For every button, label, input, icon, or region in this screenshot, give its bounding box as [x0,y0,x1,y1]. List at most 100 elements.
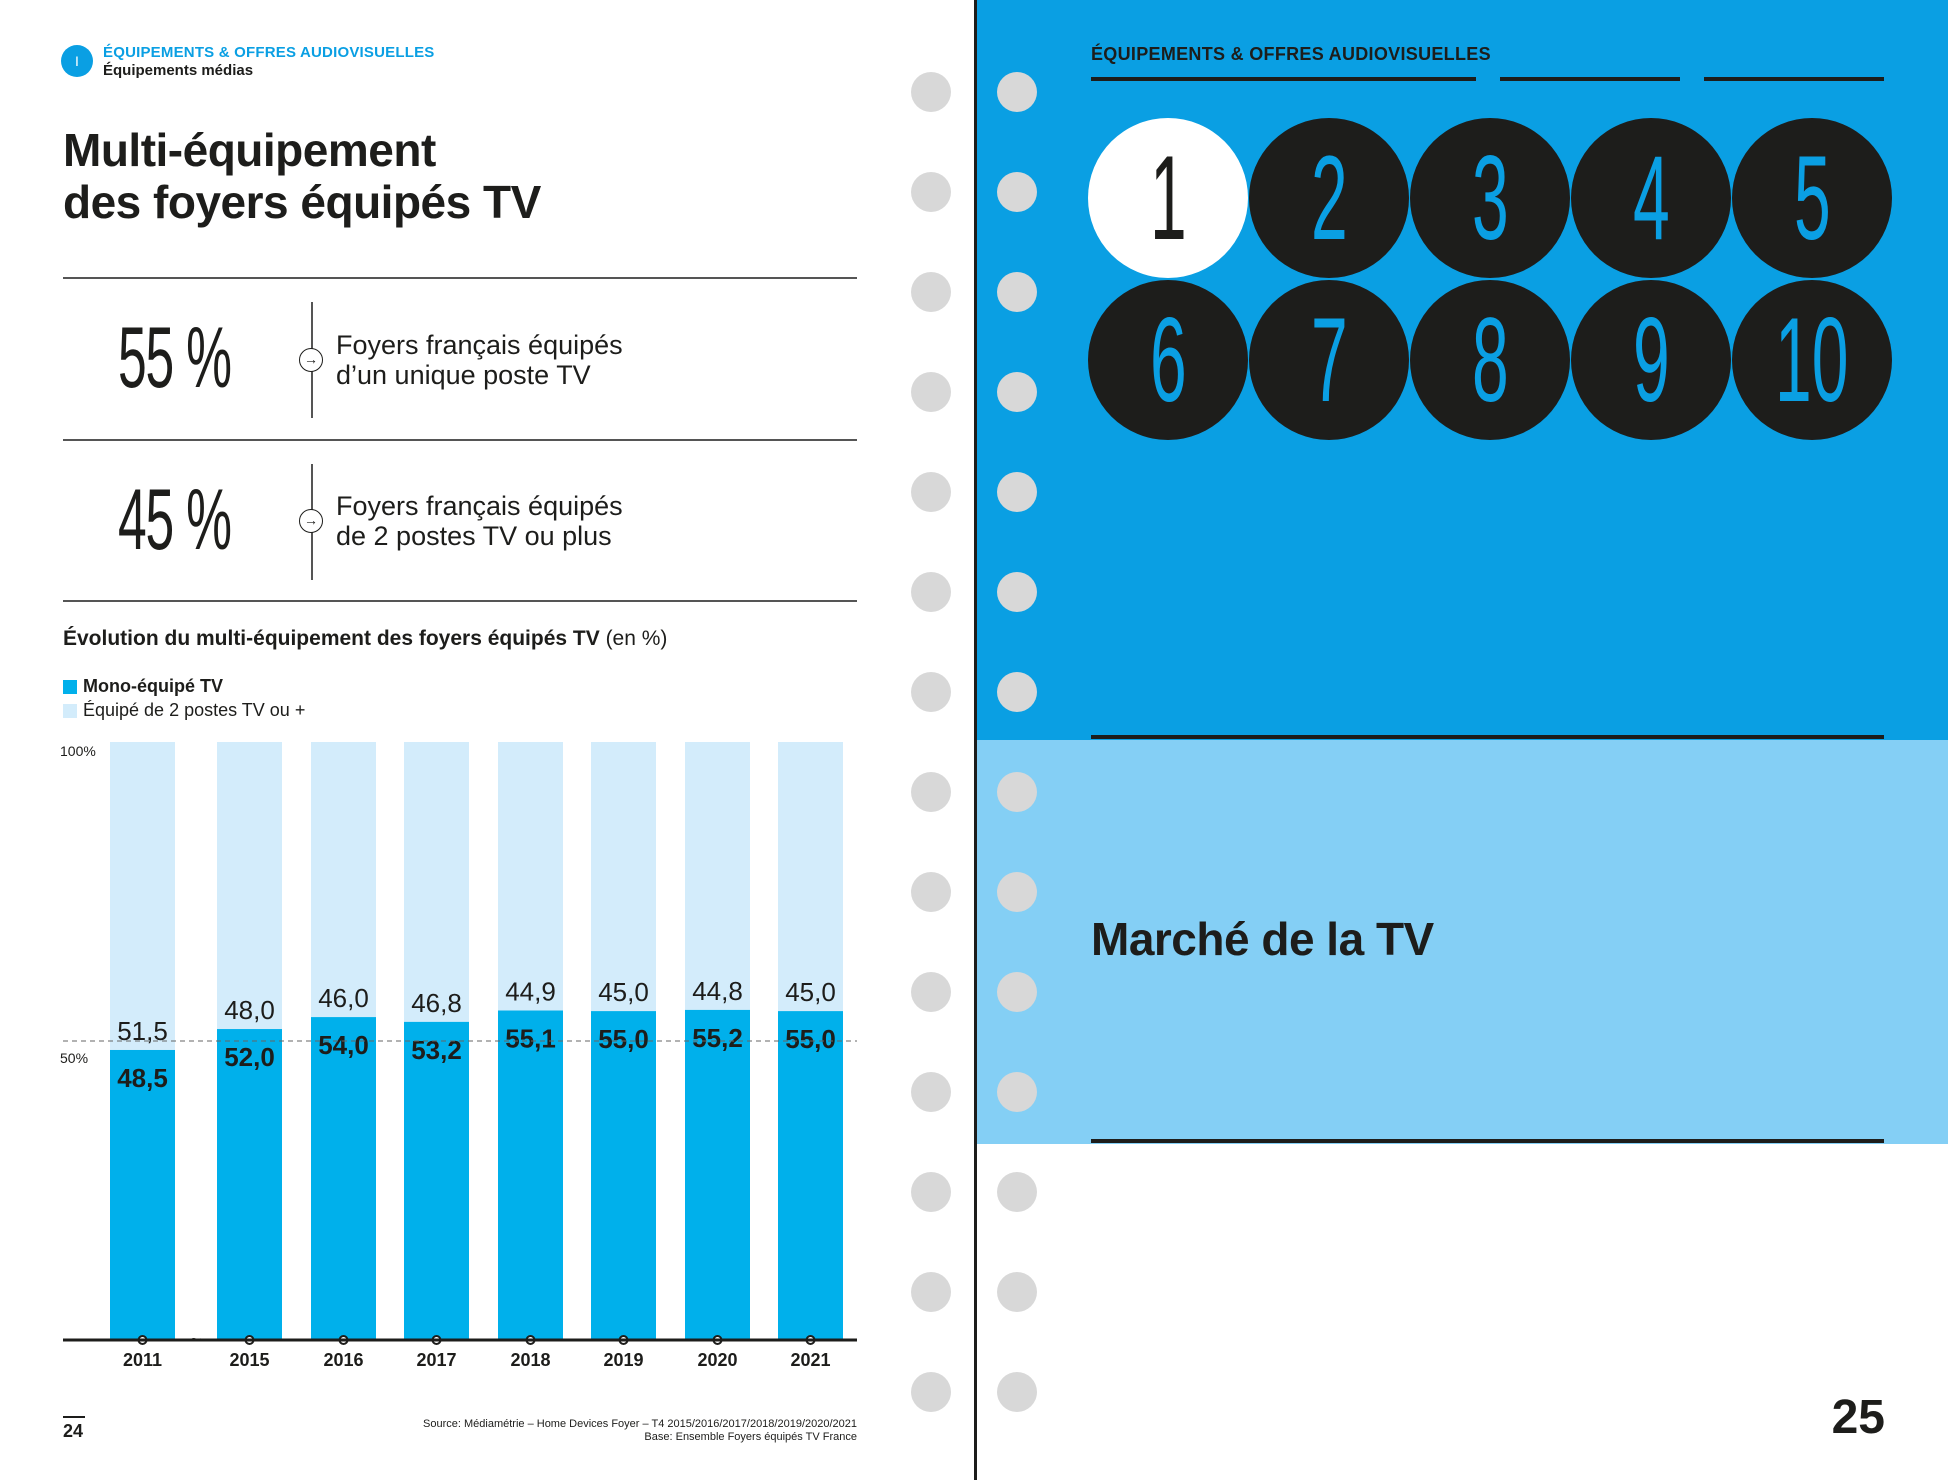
chapter-3-button[interactable]: 3 [1410,118,1570,278]
section-title: ÉQUIPEMENTS & OFFRES AUDIOVISUELLES [103,44,435,61]
legend-item: Équipé de 2 postes TV ou + [63,700,305,721]
bar-segment-mono [311,1017,376,1340]
chapter-number: 8 [1471,293,1509,427]
x-tick-label: 2020 [697,1350,737,1370]
chapter-10-button[interactable]: 10 [1732,280,1892,440]
x-tick-label: 2011 [123,1350,162,1370]
data-label-mono: 55,0 [598,1024,649,1054]
data-label-mono: 52,0 [224,1042,275,1072]
data-label-mono: 54,0 [318,1030,369,1060]
chapter-7-button[interactable]: 7 [1249,280,1409,440]
source-line: Source: Médiamétrie – Home Devices Foyer… [423,1418,857,1430]
x-tick-label: 2019 [603,1350,643,1370]
binder-hole [911,372,951,412]
bar-segment-multi [778,742,843,1012]
x-tick-label: 2015 [229,1350,269,1370]
binder-hole [997,472,1037,512]
divider [63,439,857,441]
binder-hole [997,372,1037,412]
right-section-title: ÉQUIPEMENTS & OFFRES AUDIOVISUELLES [1091,44,1491,64]
bar-segment-mono [685,1009,750,1340]
stat-value: 55 % [118,310,232,406]
page-number: 25 [1831,1391,1885,1444]
legend-item: Mono-équipé TV [63,676,223,697]
chapter-number: 6 [1149,293,1187,427]
chapter-number: 3 [1471,131,1509,265]
binder-hole [911,572,951,612]
chapter-6-button[interactable]: 6 [1088,280,1248,440]
legend-label: Mono-équipé TV [83,676,223,696]
page-title-line2: des foyers équipés TV [63,176,541,228]
data-label-mono: 55,0 [785,1024,836,1054]
chapter-2-button[interactable]: 2 [1249,118,1409,278]
arrow-right-icon: → [299,348,323,372]
binder-hole [997,1372,1037,1412]
bar-segment-mono [498,1010,563,1340]
stat-description-line: Foyers français équipés [336,491,623,521]
binder-hole [911,72,951,112]
stacked-bar-chart: 48,5 51,5 2011 52,0 48,0 2015 54,0 46,0 2016 53,2… [60,742,857,1370]
header-rule [1091,77,1476,81]
stat-description: Foyers français équipés d’un unique post… [336,330,816,390]
panel-rule [1091,735,1884,739]
header-rule [1500,77,1680,81]
page-number-rule [63,1416,85,1418]
binder-hole [997,1172,1037,1212]
bar-segment-mono [217,1029,282,1340]
chapter-number: 9 [1632,293,1670,427]
panel-rule [1091,1139,1884,1143]
bar-segment-multi [217,742,282,1030]
bar-segment-multi [498,742,563,1011]
source-line: Base: Ensemble Foyers équipés TV France [644,1431,857,1443]
data-label-mono: 53,2 [411,1035,462,1065]
chapter-1-button[interactable]: 1 [1088,118,1248,278]
bar-segment-mono [404,1021,469,1340]
binder-hole [911,1272,951,1312]
chapter-4-button[interactable]: 4 [1571,118,1731,278]
chapter-number: 4 [1632,131,1670,265]
binder-hole [911,1072,951,1112]
stat-description-line: Foyers français équipés [336,330,623,360]
chapter-number: 2 [1310,131,1348,265]
legend-swatch [63,679,77,694]
binder-hole [997,272,1037,312]
section-badge: I [61,45,93,77]
binder-hole [911,472,951,512]
binder-hole [911,272,951,312]
binder-hole [997,672,1037,712]
bar-segment-multi [685,742,750,1010]
data-label-multi: 44,8 [692,976,743,1006]
page-title: Multi-équipement des foyers équipés TV [63,124,541,228]
legend-swatch [63,703,77,718]
chart-title: Évolution du multi-équipement des foyers… [63,627,667,651]
chapter-number: 10 [1775,293,1849,427]
page-title-line1: Multi-équipement [63,124,436,176]
x-tick-label: 2018 [510,1350,550,1370]
stat-description-line: d’un unique poste TV [336,360,591,390]
data-label-multi: 44,9 [505,977,556,1007]
source-note: Source: Médiamétrie – Home Devices Foyer… [357,1418,857,1444]
chapter-5-button[interactable]: 5 [1732,118,1892,278]
bar-segment-multi [110,742,175,1050]
data-label-multi: 45,0 [598,977,649,1007]
chapter-9-button[interactable]: 9 [1571,280,1731,440]
binder-hole [997,1272,1037,1312]
data-label-multi: 51,5 [117,1016,168,1046]
stat-value: 45 % [118,472,232,568]
chapter-8-button[interactable]: 8 [1410,280,1570,440]
binder-hole [997,872,1037,912]
x-tick-label: 2017 [416,1350,456,1370]
bar-segment-mono [110,1049,175,1340]
binder-hole [997,1072,1037,1112]
binder-hole [911,172,951,212]
data-label-mono: 55,2 [692,1023,743,1053]
left-page: I ÉQUIPEMENTS & OFFRES AUDIOVISUELLES Éq… [60,44,857,1444]
divider [63,277,857,279]
bar-segment-multi [311,742,376,1018]
stat-description: Foyers français équipés de 2 postes TV o… [336,491,816,551]
data-label-mono: 55,1 [505,1024,556,1054]
data-label-multi: 46,0 [318,983,369,1013]
binder-hole [997,172,1037,212]
data-label-multi: 46,8 [411,988,462,1018]
